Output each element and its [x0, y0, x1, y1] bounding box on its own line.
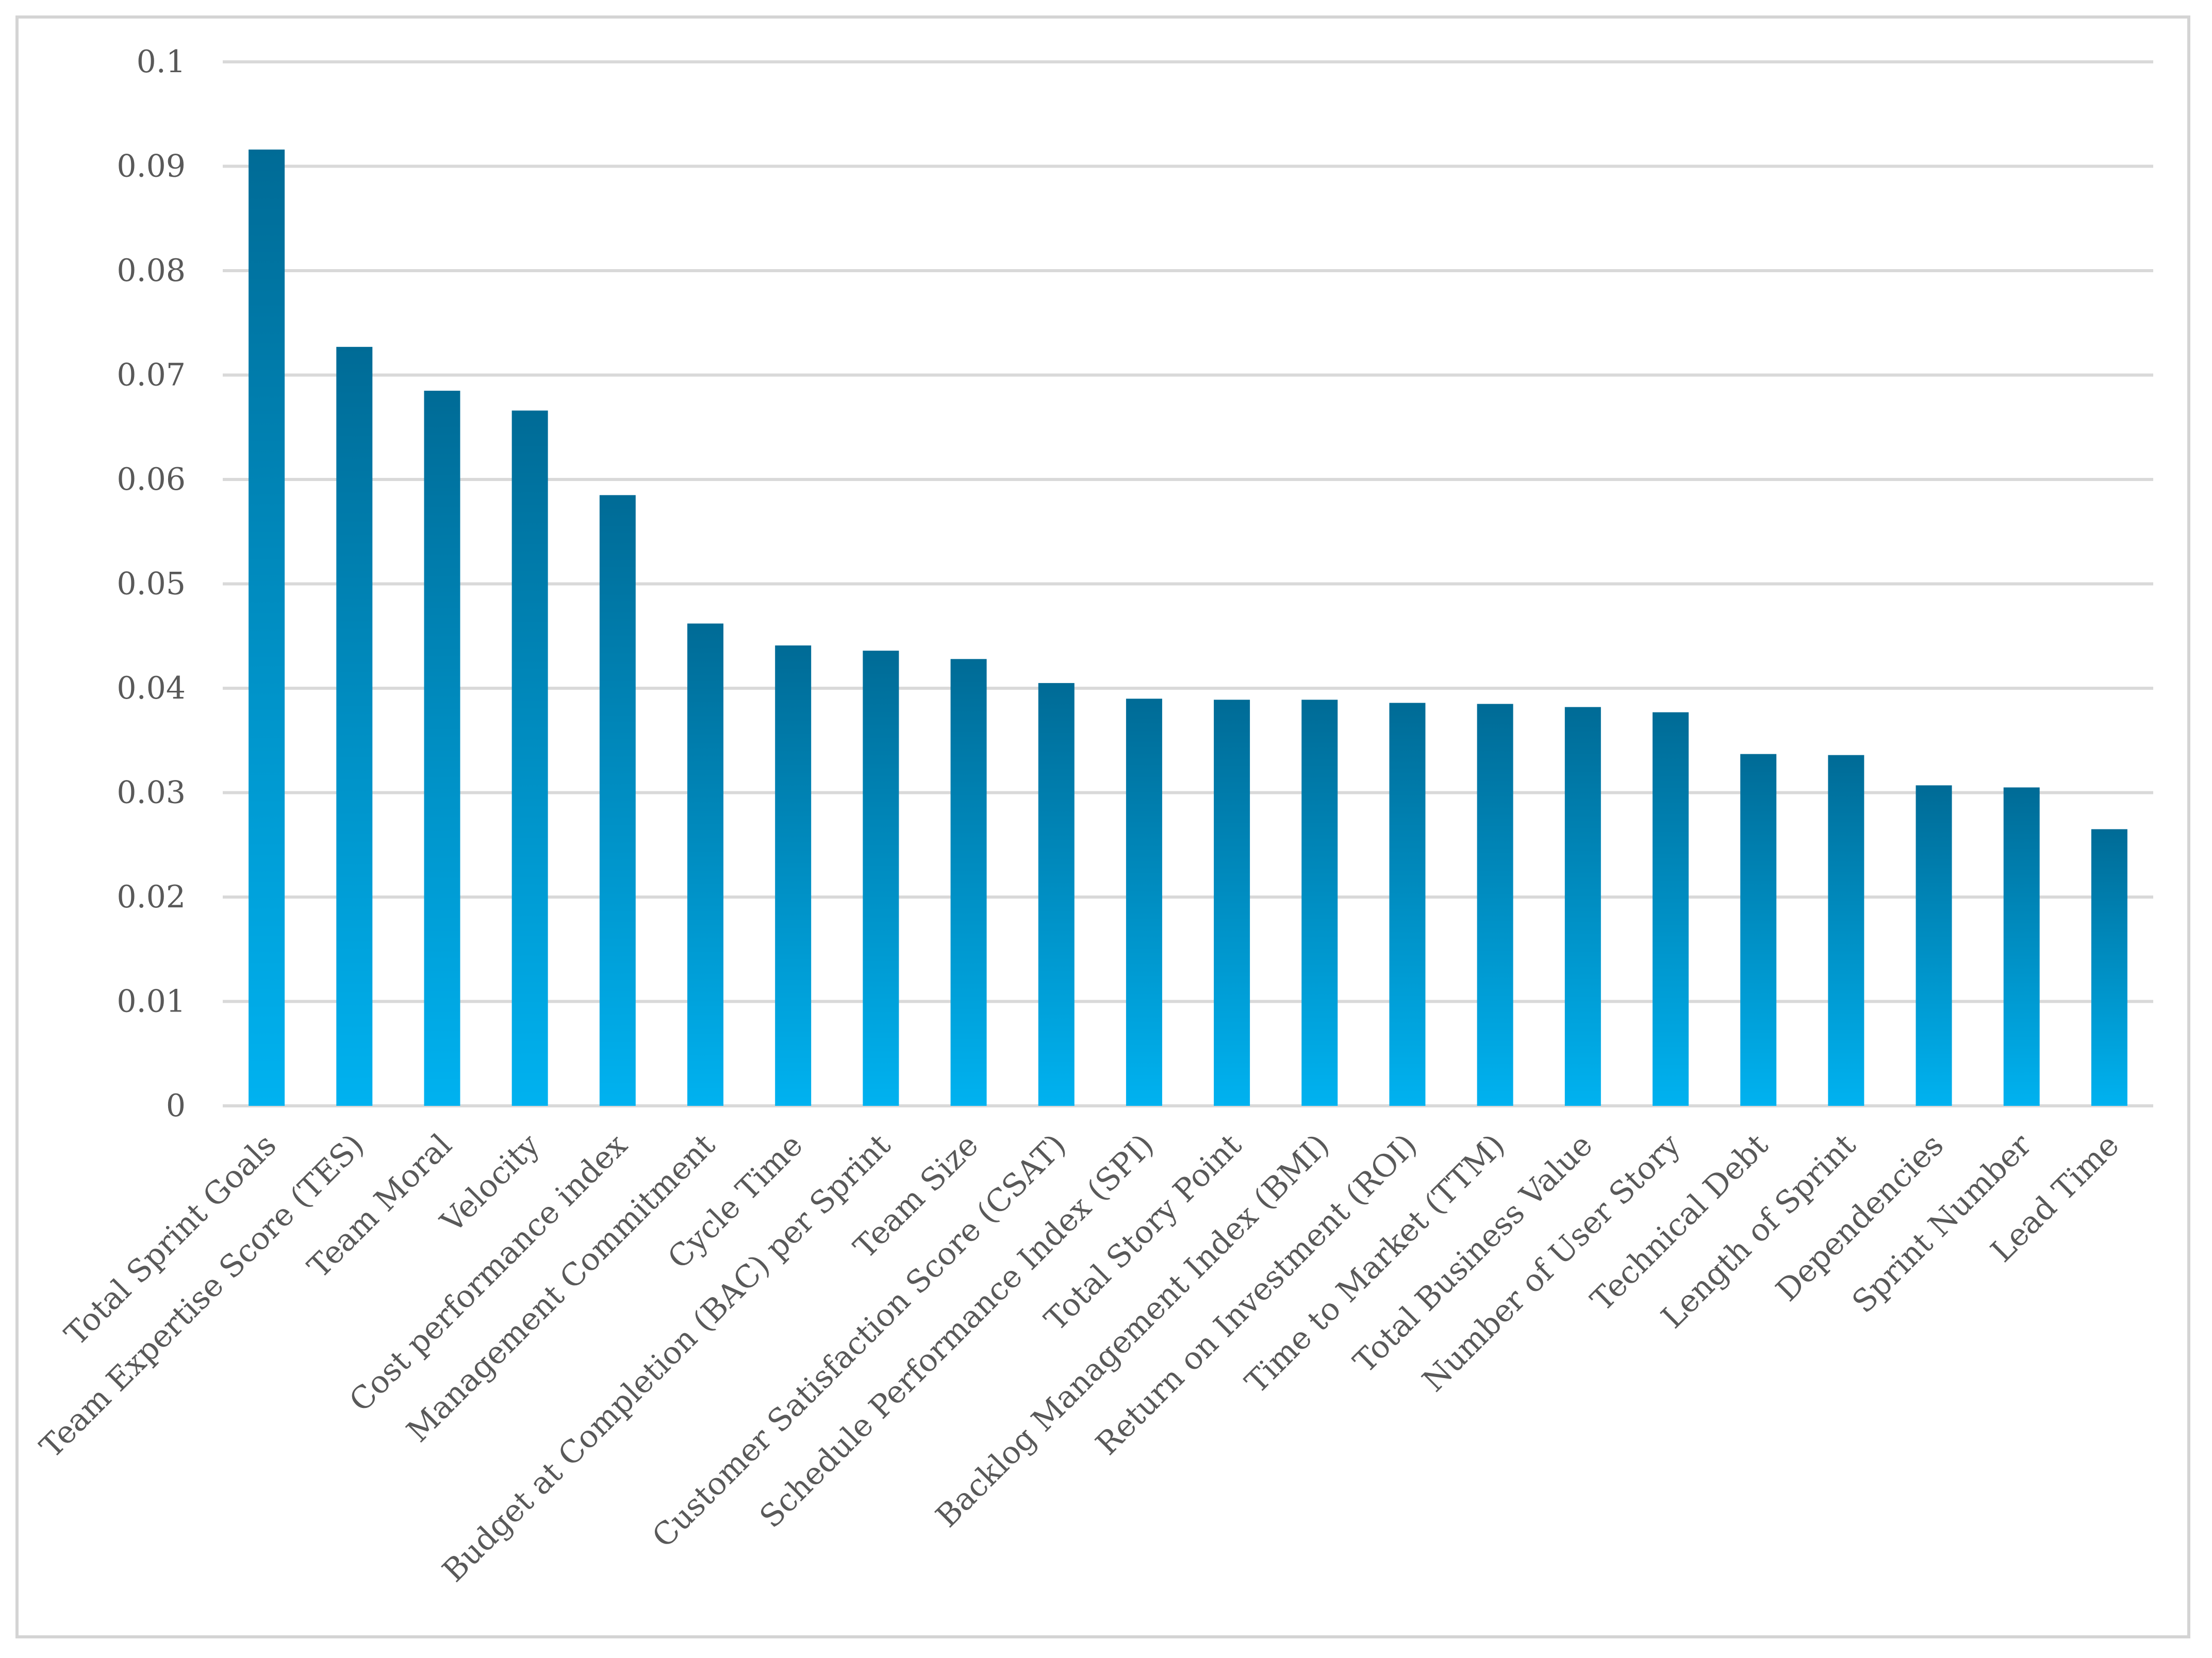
bar — [1214, 700, 1250, 1106]
bar — [1389, 703, 1426, 1106]
bar — [950, 659, 987, 1106]
bar — [511, 410, 548, 1106]
bar — [687, 623, 723, 1106]
y-tick-label: 0.1 — [137, 44, 186, 80]
x-tick-label: Customer Satisfaction Score (CSAT) — [646, 1127, 1074, 1555]
y-axis-tick-labels: 0 0.01 0.02 0.03 0.04 0.05 0.06 0.07 0.08 0.09 0.1 — [117, 44, 186, 1124]
bar — [1916, 785, 1952, 1106]
x-tick-label: Return on Investment (ROI) — [1089, 1127, 1424, 1462]
chart-frame — [15, 15, 2190, 1638]
y-tick-label: 0.06 — [117, 461, 186, 498]
x-tick-label: Team Expertise Score (TES) — [33, 1127, 371, 1465]
y-tick-label: 0.09 — [117, 148, 186, 185]
y-tick-label: 0.05 — [117, 566, 186, 602]
y-tick-label: 0 — [166, 1088, 186, 1124]
bar — [249, 150, 285, 1106]
y-tick-label: 0.02 — [117, 879, 186, 915]
bar — [1038, 683, 1075, 1106]
bar — [1653, 712, 1689, 1106]
bar — [775, 645, 812, 1106]
bar — [1126, 699, 1162, 1106]
bar — [1477, 704, 1513, 1106]
bar — [336, 346, 373, 1106]
y-tick-label: 0.07 — [117, 357, 186, 393]
bar — [2003, 787, 2040, 1106]
y-tick-label: 0.01 — [117, 984, 186, 1020]
bar — [599, 495, 636, 1106]
bar — [1564, 707, 1601, 1106]
y-tick-label: 0.08 — [117, 253, 186, 289]
bar — [2091, 829, 2127, 1106]
bar — [424, 390, 460, 1106]
bar — [863, 651, 899, 1106]
bar — [1740, 754, 1777, 1106]
bar — [1828, 755, 1864, 1106]
bars — [249, 150, 2127, 1106]
bar — [1301, 700, 1338, 1106]
y-tick-label: 0.03 — [117, 775, 186, 811]
y-tick-label: 0.04 — [117, 670, 186, 706]
